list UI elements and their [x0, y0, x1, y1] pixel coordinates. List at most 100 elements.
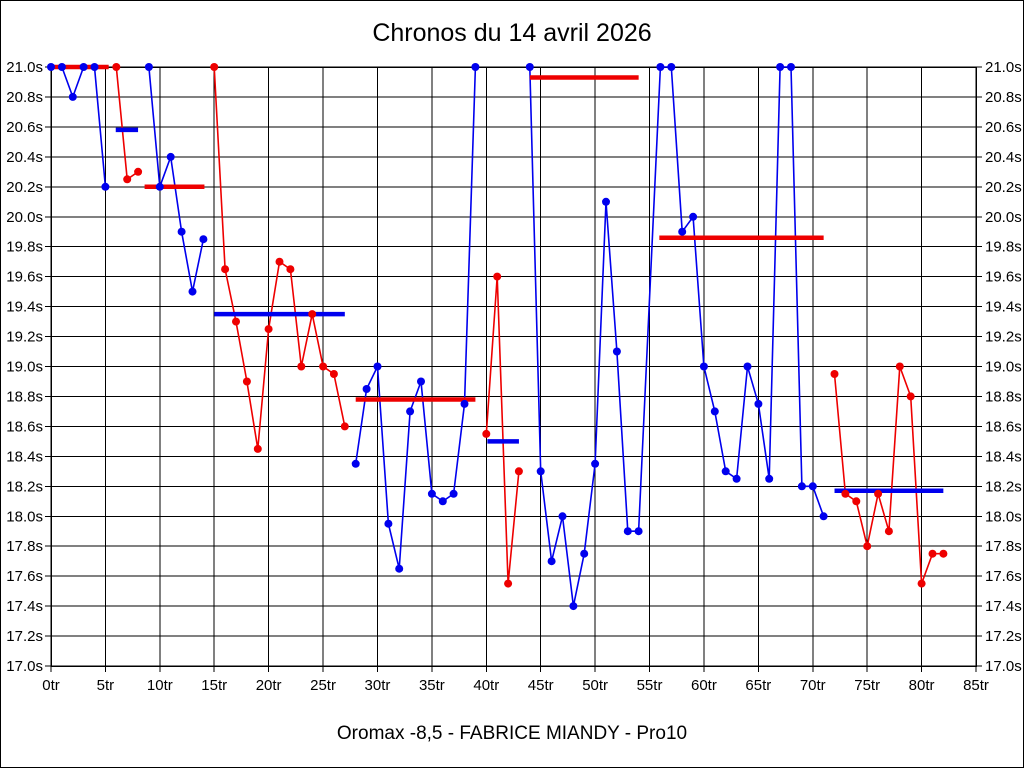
- y-axis-tick-label-right: 21.0s: [985, 59, 1022, 76]
- y-axis-tick-label-right: 20.2s: [985, 179, 1022, 196]
- data-point-blue: [362, 385, 371, 393]
- data-point-blue: [47, 63, 55, 71]
- x-axis-tick-label: 65tr: [745, 677, 771, 694]
- lap-series-line-stint-2: [115, 66, 139, 181]
- x-axis-tick-label: 25tr: [310, 677, 336, 694]
- data-point-red: [514, 467, 523, 476]
- chart-subtitle: Oromax -8,5 - FABRICE MIANDY - Pro10: [336, 723, 688, 744]
- x-axis-tick-label: 30tr: [365, 677, 391, 694]
- x-axis-tick-label: 0tr: [42, 677, 60, 694]
- data-point-blue: [57, 63, 66, 71]
- data-point-blue: [612, 347, 621, 356]
- y-axis-tick-label-right: 17.0s: [985, 658, 1022, 675]
- data-point-red: [308, 310, 317, 319]
- y-axis-tick-label-left: 17.0s: [6, 658, 43, 675]
- data-point-red: [134, 167, 143, 176]
- data-point-blue: [101, 182, 110, 191]
- data-point-blue: [808, 482, 817, 491]
- data-point-blue: [525, 63, 534, 71]
- data-point-blue: [90, 63, 99, 71]
- data-point-red: [917, 579, 926, 588]
- y-axis-tick-label-right: 17.6s: [985, 568, 1022, 585]
- y-axis-tick-label-left: 17.2s: [6, 628, 43, 645]
- data-point-blue: [678, 227, 687, 236]
- lap-series-line-stint-6: [485, 276, 520, 584]
- data-point-red: [504, 579, 513, 588]
- x-axis-tick-label: 5tr: [97, 677, 115, 694]
- data-point-red: [884, 527, 893, 536]
- x-axis-tick-label: 50tr: [582, 677, 608, 694]
- data-point-red: [928, 549, 937, 558]
- data-point-blue: [536, 467, 545, 476]
- data-point-blue: [591, 459, 600, 468]
- data-point-blue: [384, 519, 393, 528]
- data-point-blue: [471, 63, 480, 71]
- y-axis-tick-label-left: 18.6s: [6, 418, 43, 435]
- data-point-blue: [689, 212, 698, 221]
- x-axis-tick-label: 35tr: [419, 677, 445, 694]
- data-point-blue: [602, 197, 610, 206]
- data-point-blue: [373, 362, 382, 371]
- y-axis-tick-label-left: 19.2s: [6, 329, 43, 346]
- plot-border: [50, 66, 977, 667]
- y-axis-tick-label-left: 17.6s: [6, 568, 43, 585]
- data-point-blue: [580, 549, 589, 558]
- data-point-blue: [351, 459, 360, 468]
- y-axis-tick-label-left: 18.0s: [6, 508, 43, 525]
- data-point-blue: [395, 564, 404, 573]
- y-axis-tick-label-right: 18.6s: [985, 418, 1022, 435]
- y-axis-tick-label-right: 20.4s: [985, 149, 1022, 166]
- x-axis-tick-label: 40tr: [473, 677, 499, 694]
- x-axis-tick-label: 55tr: [637, 677, 663, 694]
- x-axis-tick-label: 15tr: [201, 677, 227, 694]
- lap-series-line-stint-5: [354, 66, 477, 569]
- data-point-blue: [155, 182, 164, 191]
- x-axis-tick-label: 70tr: [800, 677, 826, 694]
- data-point-blue: [797, 482, 806, 491]
- data-point-red: [319, 362, 328, 371]
- data-point-red: [329, 370, 338, 378]
- data-point-blue: [656, 63, 665, 71]
- data-point-red: [112, 63, 121, 71]
- data-point-blue: [438, 497, 447, 506]
- data-point-blue: [787, 63, 795, 71]
- y-axis-tick-label-left: 20.2s: [6, 179, 43, 196]
- y-axis-tick-label-right: 20.6s: [985, 119, 1022, 136]
- data-point-blue: [732, 474, 741, 483]
- x-axis-tick-label: 85tr: [963, 677, 989, 694]
- y-axis-tick-label-right: 19.4s: [985, 299, 1022, 316]
- data-point-red: [253, 444, 262, 453]
- data-point-blue: [721, 467, 730, 476]
- y-axis-tick-label-right: 19.0s: [985, 359, 1022, 376]
- y-axis-tick-label-left: 17.8s: [6, 538, 43, 555]
- x-axis-tick-label: 45tr: [528, 677, 554, 694]
- data-point-blue: [166, 152, 175, 161]
- y-axis-tick-label-right: 17.2s: [985, 628, 1022, 645]
- y-axis-tick-label-left: 19.4s: [6, 299, 43, 316]
- y-axis-tick-label-right: 19.8s: [985, 239, 1022, 256]
- y-axis-tick-label-right: 20.8s: [985, 89, 1022, 106]
- data-point-red: [852, 497, 861, 506]
- y-axis-tick-label-left: 20.6s: [6, 119, 43, 136]
- data-point-blue: [547, 557, 556, 566]
- x-axis-tick-label: 75tr: [854, 677, 880, 694]
- y-axis-tick-label-left: 19.6s: [6, 269, 43, 286]
- y-axis-tick-label-left: 18.8s: [6, 388, 43, 405]
- data-point-blue: [449, 489, 458, 498]
- y-axis-tick-label-right: 18.8s: [985, 388, 1022, 405]
- lap-series-line-stint-8: [833, 366, 944, 584]
- data-point-blue: [199, 235, 208, 244]
- data-point-red: [493, 272, 502, 281]
- y-axis-tick-label-right: 18.4s: [985, 448, 1022, 465]
- data-point-blue: [144, 63, 153, 71]
- y-axis-tick-label-left: 17.4s: [6, 598, 43, 615]
- data-point-red: [830, 370, 839, 378]
- y-axis-tick-label-left: 20.4s: [6, 149, 43, 166]
- x-axis-tick-label: 20tr: [256, 677, 282, 694]
- data-point-blue: [667, 63, 676, 71]
- y-axis-tick-label-left: 18.4s: [6, 448, 43, 465]
- data-point-blue: [427, 489, 436, 498]
- data-point-red: [297, 362, 306, 371]
